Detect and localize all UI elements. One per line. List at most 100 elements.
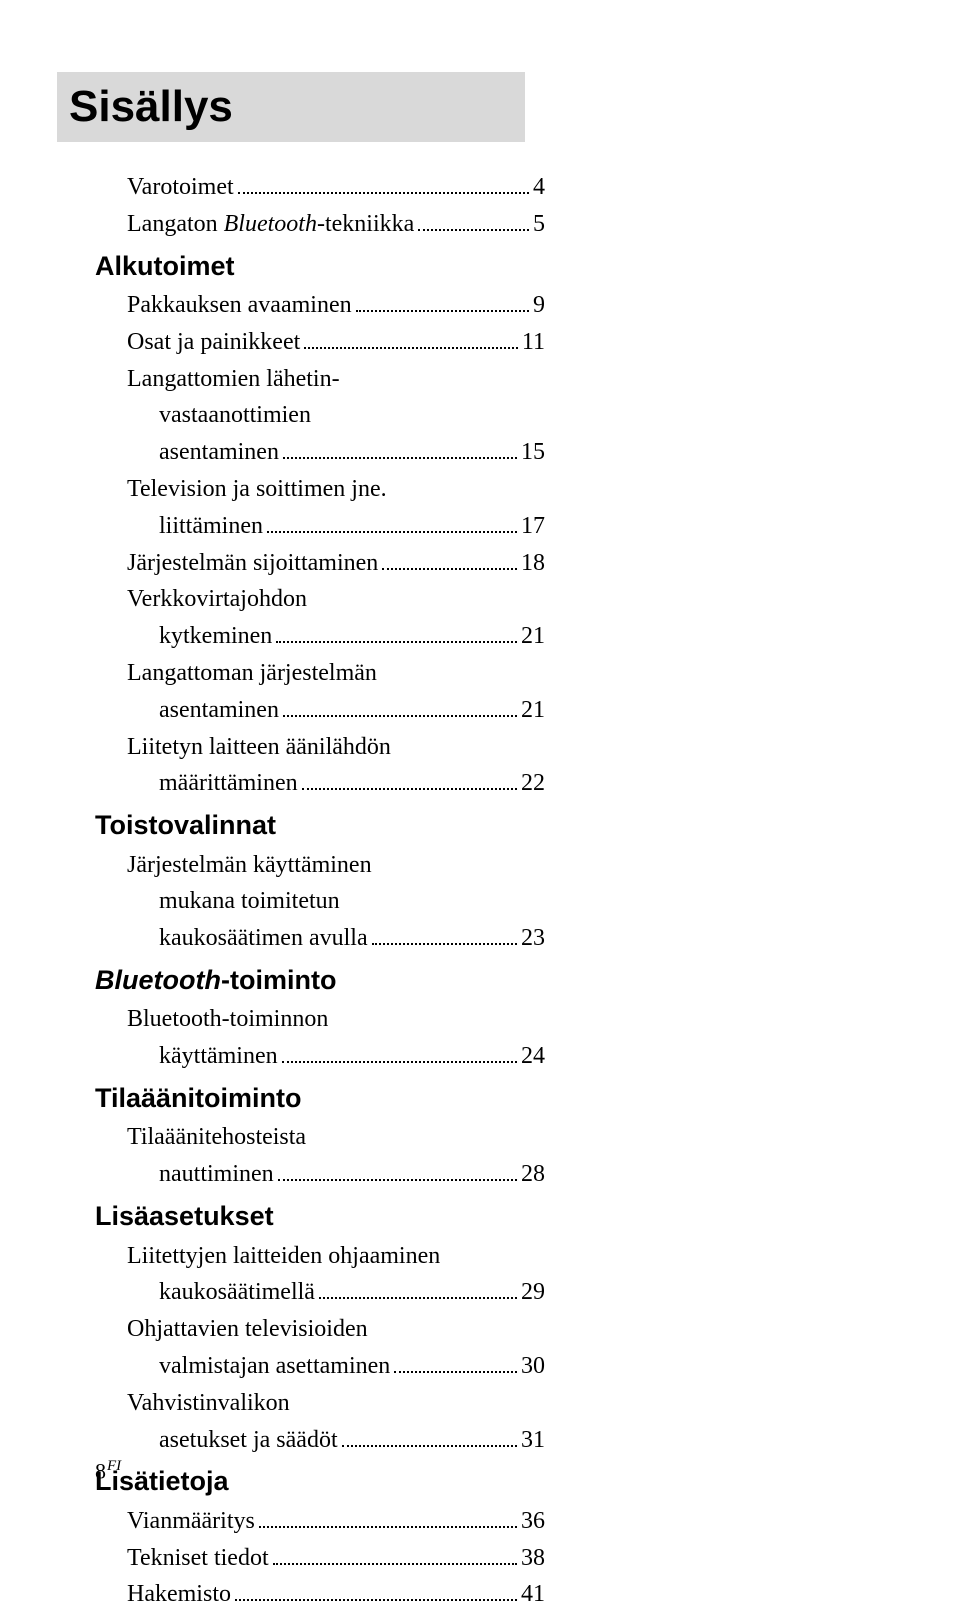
toc-section-heading: Toistovalinnat	[95, 807, 545, 843]
toc-section-heading: Bluetooth-toiminto	[95, 962, 545, 998]
toc-entry-continuation: Television ja soittimen jne.	[95, 472, 545, 507]
toc-leader	[356, 310, 529, 312]
toc-leader	[342, 1445, 517, 1447]
toc-leader	[235, 1599, 517, 1601]
toc-entry: kaukosäätimellä 29	[95, 1275, 545, 1310]
page-title: Sisällys	[69, 82, 513, 132]
toc-entry: käyttäminen 24	[95, 1039, 545, 1074]
toc-entry-label: asentaminen	[159, 693, 279, 728]
toc-entry-label: Varotoimet	[127, 170, 234, 205]
toc-entry-continuation: mukana toimitetun	[95, 884, 545, 919]
toc-entry: liittäminen 17	[95, 509, 545, 544]
toc-entry: Vianmääritys 36	[95, 1504, 545, 1539]
toc-leader	[282, 1061, 517, 1063]
toc-entry-page: 28	[521, 1157, 545, 1192]
toc-entry-page: 41	[521, 1577, 545, 1612]
toc-entry-label: määrittäminen	[159, 766, 298, 801]
toc-entry-page: 23	[521, 921, 545, 956]
toc-leader	[267, 531, 517, 533]
toc-leader	[283, 457, 517, 459]
footer-page-number: 8	[95, 1458, 106, 1483]
toc-entry-page: 38	[521, 1541, 545, 1576]
toc-entry-page: 29	[521, 1275, 545, 1310]
toc-entry-page: 15	[521, 435, 545, 470]
page-footer: 8FI	[95, 1458, 121, 1484]
toc-entry-label: Osat ja painikkeet	[127, 325, 300, 360]
toc-entry-page: 9	[533, 288, 545, 323]
toc-entry-continuation: vastaanottimien	[95, 398, 545, 433]
toc-section-heading: Lisätietoja	[95, 1463, 545, 1499]
toc-entry-page: 18	[521, 546, 545, 581]
toc-entry-label: käyttäminen	[159, 1039, 278, 1074]
toc-entry-page: 24	[521, 1039, 545, 1074]
toc-entry-page: 22	[521, 766, 545, 801]
toc-leader	[283, 715, 517, 717]
toc-entry: valmistajan asettaminen 30	[95, 1349, 545, 1384]
toc-entry-continuation: Tilaäänitehosteista	[95, 1120, 545, 1155]
toc-entry-label: kaukosäätimellä	[159, 1275, 315, 1310]
toc-entry: asetukset ja säädöt 31	[95, 1423, 545, 1458]
table-of-contents: Varotoimet 4 Langaton Bluetooth-tekniikka 5…	[95, 170, 545, 1612]
toc-entry-continuation: Järjestelmän käyttäminen	[95, 848, 545, 883]
toc-entry-label: kaukosäätimen avulla	[159, 921, 368, 956]
toc-leader	[302, 788, 517, 790]
toc-entry-continuation: Vahvistinvalikon	[95, 1386, 545, 1421]
toc-entry: Järjestelmän sijoittaminen 18	[95, 546, 545, 581]
toc-leader	[382, 568, 517, 570]
toc-entry-page: 21	[521, 693, 545, 728]
toc-entry-label: Tekniset tiedot	[127, 1541, 269, 1576]
toc-entry: asentaminen 15	[95, 435, 545, 470]
toc-entry-label: asentaminen	[159, 435, 279, 470]
toc-leader	[394, 1371, 517, 1373]
toc-entry: Langaton Bluetooth-tekniikka 5	[95, 207, 545, 242]
toc-entry: Osat ja painikkeet 11	[95, 325, 545, 360]
toc-leader	[418, 229, 529, 231]
toc-leader	[372, 943, 517, 945]
toc-entry-page: 11	[522, 325, 545, 360]
toc-leader	[259, 1526, 517, 1528]
toc-entry-continuation: Liitetyn laitteen äänilähdön	[95, 730, 545, 765]
toc-leader	[273, 1563, 517, 1565]
title-bar: Sisällys	[57, 72, 525, 142]
toc-entry-continuation: Langattoman järjestelmän	[95, 656, 545, 691]
toc-entry-label: Järjestelmän sijoittaminen	[127, 546, 378, 581]
toc-entry-label: valmistajan asettaminen	[159, 1349, 390, 1384]
toc-entry-label: Hakemisto	[127, 1577, 231, 1612]
footer-lang: FI	[107, 1458, 121, 1474]
toc-section-heading: Lisäasetukset	[95, 1198, 545, 1234]
toc-entry: nauttiminen28	[95, 1157, 545, 1192]
toc-entry: Varotoimet 4	[95, 170, 545, 205]
toc-entry: kytkeminen 21	[95, 619, 545, 654]
toc-entry-page: 4	[533, 170, 545, 205]
toc-entry-page: 17	[521, 509, 545, 544]
toc-entry-label: Vianmääritys	[127, 1504, 255, 1539]
toc-leader	[278, 1179, 517, 1181]
toc-entry-label: Langaton Bluetooth-tekniikka	[127, 207, 414, 242]
toc-section-heading: Alkutoimet	[95, 248, 545, 284]
toc-entry-page: 30	[521, 1349, 545, 1384]
toc-entry-label: asetukset ja säädöt	[159, 1423, 338, 1458]
toc-entry-label: Pakkauksen avaaminen	[127, 288, 352, 323]
toc-leader	[276, 641, 517, 643]
toc-entry-continuation: Verkkovirtajohdon	[95, 582, 545, 617]
toc-entry: Tekniset tiedot 38	[95, 1541, 545, 1576]
toc-entry-continuation: Langattomien lähetin-	[95, 362, 545, 397]
toc-entry-label: kytkeminen	[159, 619, 272, 654]
toc-entry-continuation: Bluetooth-toiminnon	[95, 1002, 545, 1037]
toc-entry-page: 5	[533, 207, 545, 242]
toc-leader	[319, 1297, 517, 1299]
toc-section-heading: Tilaäänitoiminto	[95, 1080, 545, 1116]
toc-leader	[304, 347, 518, 349]
toc-entry-page: 31	[521, 1423, 545, 1458]
toc-entry: Pakkauksen avaaminen 9	[95, 288, 545, 323]
toc-entry-page: 21	[521, 619, 545, 654]
toc-entry: asentaminen 21	[95, 693, 545, 728]
toc-entry: kaukosäätimen avulla 23	[95, 921, 545, 956]
toc-entry: Hakemisto 41	[95, 1577, 545, 1612]
toc-entry: määrittäminen 22	[95, 766, 545, 801]
toc-entry-continuation: Liitettyjen laitteiden ohjaaminen	[95, 1239, 545, 1274]
toc-entry-continuation: Ohjattavien televisioiden	[95, 1312, 545, 1347]
toc-entry-page: 36	[521, 1504, 545, 1539]
toc-leader	[238, 192, 529, 194]
toc-entry-label: liittäminen	[159, 509, 263, 544]
